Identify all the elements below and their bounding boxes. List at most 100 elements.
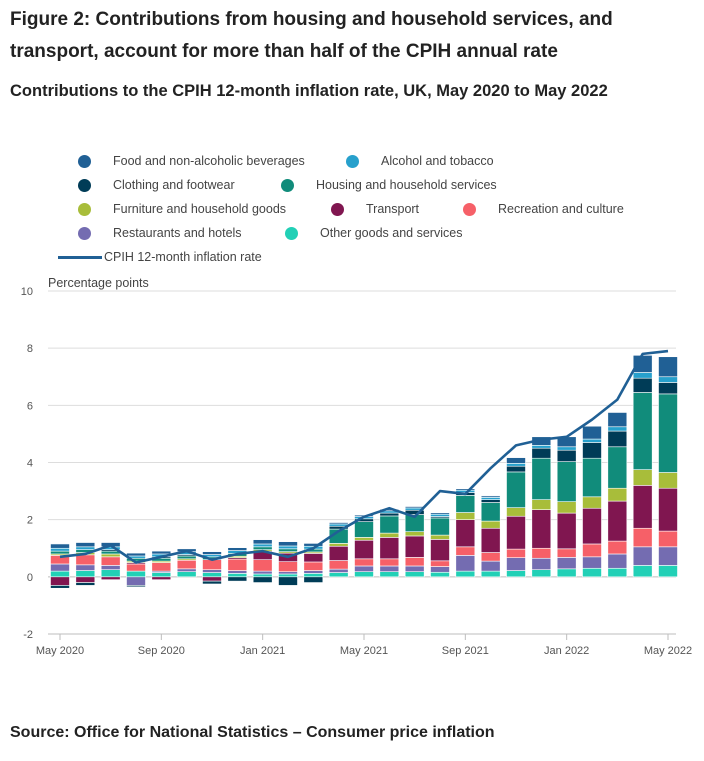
bar-segment [582, 442, 602, 459]
bar-segment [379, 558, 400, 567]
bar-segment [227, 570, 248, 574]
bar-segment [404, 557, 425, 567]
bar-segment [582, 438, 602, 443]
bar-segment [506, 465, 526, 473]
bar-segment [278, 571, 298, 575]
bar-stack [379, 509, 400, 578]
bar-segment [632, 377, 653, 393]
bar-segment [404, 535, 425, 558]
bar-segment [480, 499, 501, 503]
bar-segment [278, 548, 298, 552]
bar-segment [379, 512, 400, 517]
bar-segment [556, 449, 577, 462]
bar-segment [455, 495, 476, 513]
bar-stack [202, 551, 222, 585]
bar-segment [75, 546, 96, 550]
bar-segment [151, 550, 172, 555]
legend-dot-icon [463, 202, 476, 216]
bar-segment [480, 570, 501, 578]
bar-segment [455, 555, 476, 572]
figure-title: Figure 2: Contributions from housing and… [10, 9, 613, 62]
bar-segment [126, 585, 146, 588]
bar-segment [658, 356, 678, 378]
bar-segment [303, 576, 324, 583]
bar-stack [404, 506, 425, 578]
bar-segment [582, 556, 602, 569]
x-tick-label: May 2022 [644, 645, 692, 657]
legend-dot-icon [331, 202, 344, 216]
bar-stack [75, 542, 96, 586]
bar-segment [607, 412, 628, 428]
bar-segment [632, 392, 653, 470]
bar-segment [506, 457, 526, 464]
bar-segment [607, 500, 628, 542]
bar-segment [50, 563, 70, 572]
bar-segment [354, 558, 374, 567]
bar-segment [607, 426, 628, 432]
bar-segment [303, 561, 324, 571]
x-tick-label: Jan 2022 [544, 645, 589, 657]
bar-segment [202, 576, 222, 582]
bar-segment [328, 572, 349, 578]
legend-item-other: Other goods and services [285, 223, 462, 243]
bar-segment [556, 501, 577, 514]
bar-segment [50, 543, 70, 549]
bar-segment [480, 520, 501, 529]
legend-label: Restaurants and hotels [113, 226, 242, 240]
bar-segment [607, 567, 628, 578]
bar-segment [379, 515, 400, 534]
bar-segment [506, 548, 526, 558]
bar-segment [632, 485, 653, 529]
bar-stack [607, 412, 628, 578]
y-tick-label: -2 [23, 629, 33, 641]
legend-dot-icon [285, 226, 298, 240]
bar-segment [100, 556, 121, 566]
legend-label: Clothing and footwear [113, 178, 235, 192]
bar-segment [176, 559, 197, 570]
bar-segment [75, 554, 96, 566]
bar-segment [632, 469, 653, 486]
bar-segment [582, 567, 602, 578]
bar-segment [100, 565, 121, 570]
bar-segment [202, 569, 222, 573]
bar-stack [531, 436, 552, 578]
bar-segment [252, 570, 273, 575]
bar-segment [100, 550, 121, 555]
bar-segment [252, 576, 273, 583]
bar-segment [328, 522, 349, 525]
bar-segment [632, 565, 653, 578]
bar-segment [506, 557, 526, 571]
x-tick-label: May 2021 [340, 645, 388, 657]
bar-segment [556, 512, 577, 550]
bar-segment [480, 552, 501, 562]
legend-label: Recreation and culture [498, 202, 624, 216]
y-tick-label: 4 [27, 458, 33, 470]
y-axis-label: Percentage points [48, 276, 149, 290]
legend-dot-icon [346, 154, 359, 168]
bar-stack [252, 539, 273, 583]
legend-item-cpih-line: CPIH 12-month inflation rate [58, 247, 262, 267]
bar-segment [430, 517, 450, 536]
bar-stack [126, 552, 146, 588]
bar-segment [531, 445, 552, 449]
bar-segment [126, 552, 146, 557]
axes: -2 0 2 4 6 8 10 May 2020 Sep 2020 Jan 2021 May 202… [21, 286, 692, 657]
bar-segment [50, 547, 70, 552]
bar-segment [252, 573, 273, 578]
bar-segment [202, 551, 222, 555]
bar-segment [202, 580, 222, 585]
bar-segment [531, 499, 552, 510]
bar-segment [455, 546, 476, 556]
y-tick-label: 0 [27, 572, 33, 584]
legend-label: Transport [366, 202, 420, 216]
bar-segment [556, 461, 577, 502]
bar-stacks [50, 355, 678, 589]
bar-segment [278, 545, 298, 550]
bar-segment [455, 570, 476, 578]
bar-segment [556, 557, 577, 570]
bar-segment [126, 576, 146, 586]
legend-item-clothing: Clothing and footwear [78, 175, 235, 195]
bar-segment [100, 576, 121, 580]
bar-segment [480, 497, 501, 500]
bar-segment [404, 565, 425, 572]
